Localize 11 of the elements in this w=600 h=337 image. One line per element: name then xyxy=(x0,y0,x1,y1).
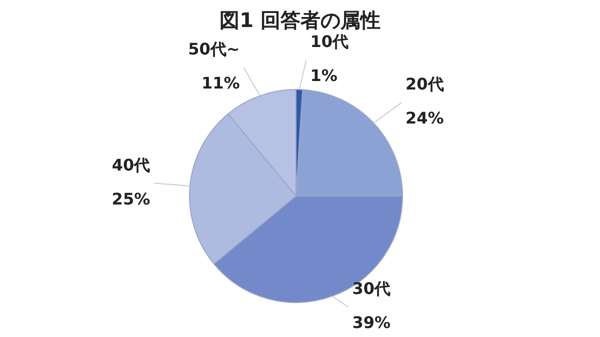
slice-label: 20代 xyxy=(406,74,444,94)
slice-label: 30代 xyxy=(352,279,391,298)
slice-label: 10代 xyxy=(310,32,349,52)
data-label: 11% xyxy=(201,74,240,93)
slice-label: 40代 xyxy=(112,155,150,174)
data-label: 24% xyxy=(406,108,444,128)
slice-label: 50代~ xyxy=(188,40,240,59)
data-label: 39% xyxy=(352,313,391,332)
chart-title: 図1 回答者の属性 xyxy=(220,8,380,32)
data-label: 25% xyxy=(112,189,150,208)
data-label: 1% xyxy=(310,66,338,86)
